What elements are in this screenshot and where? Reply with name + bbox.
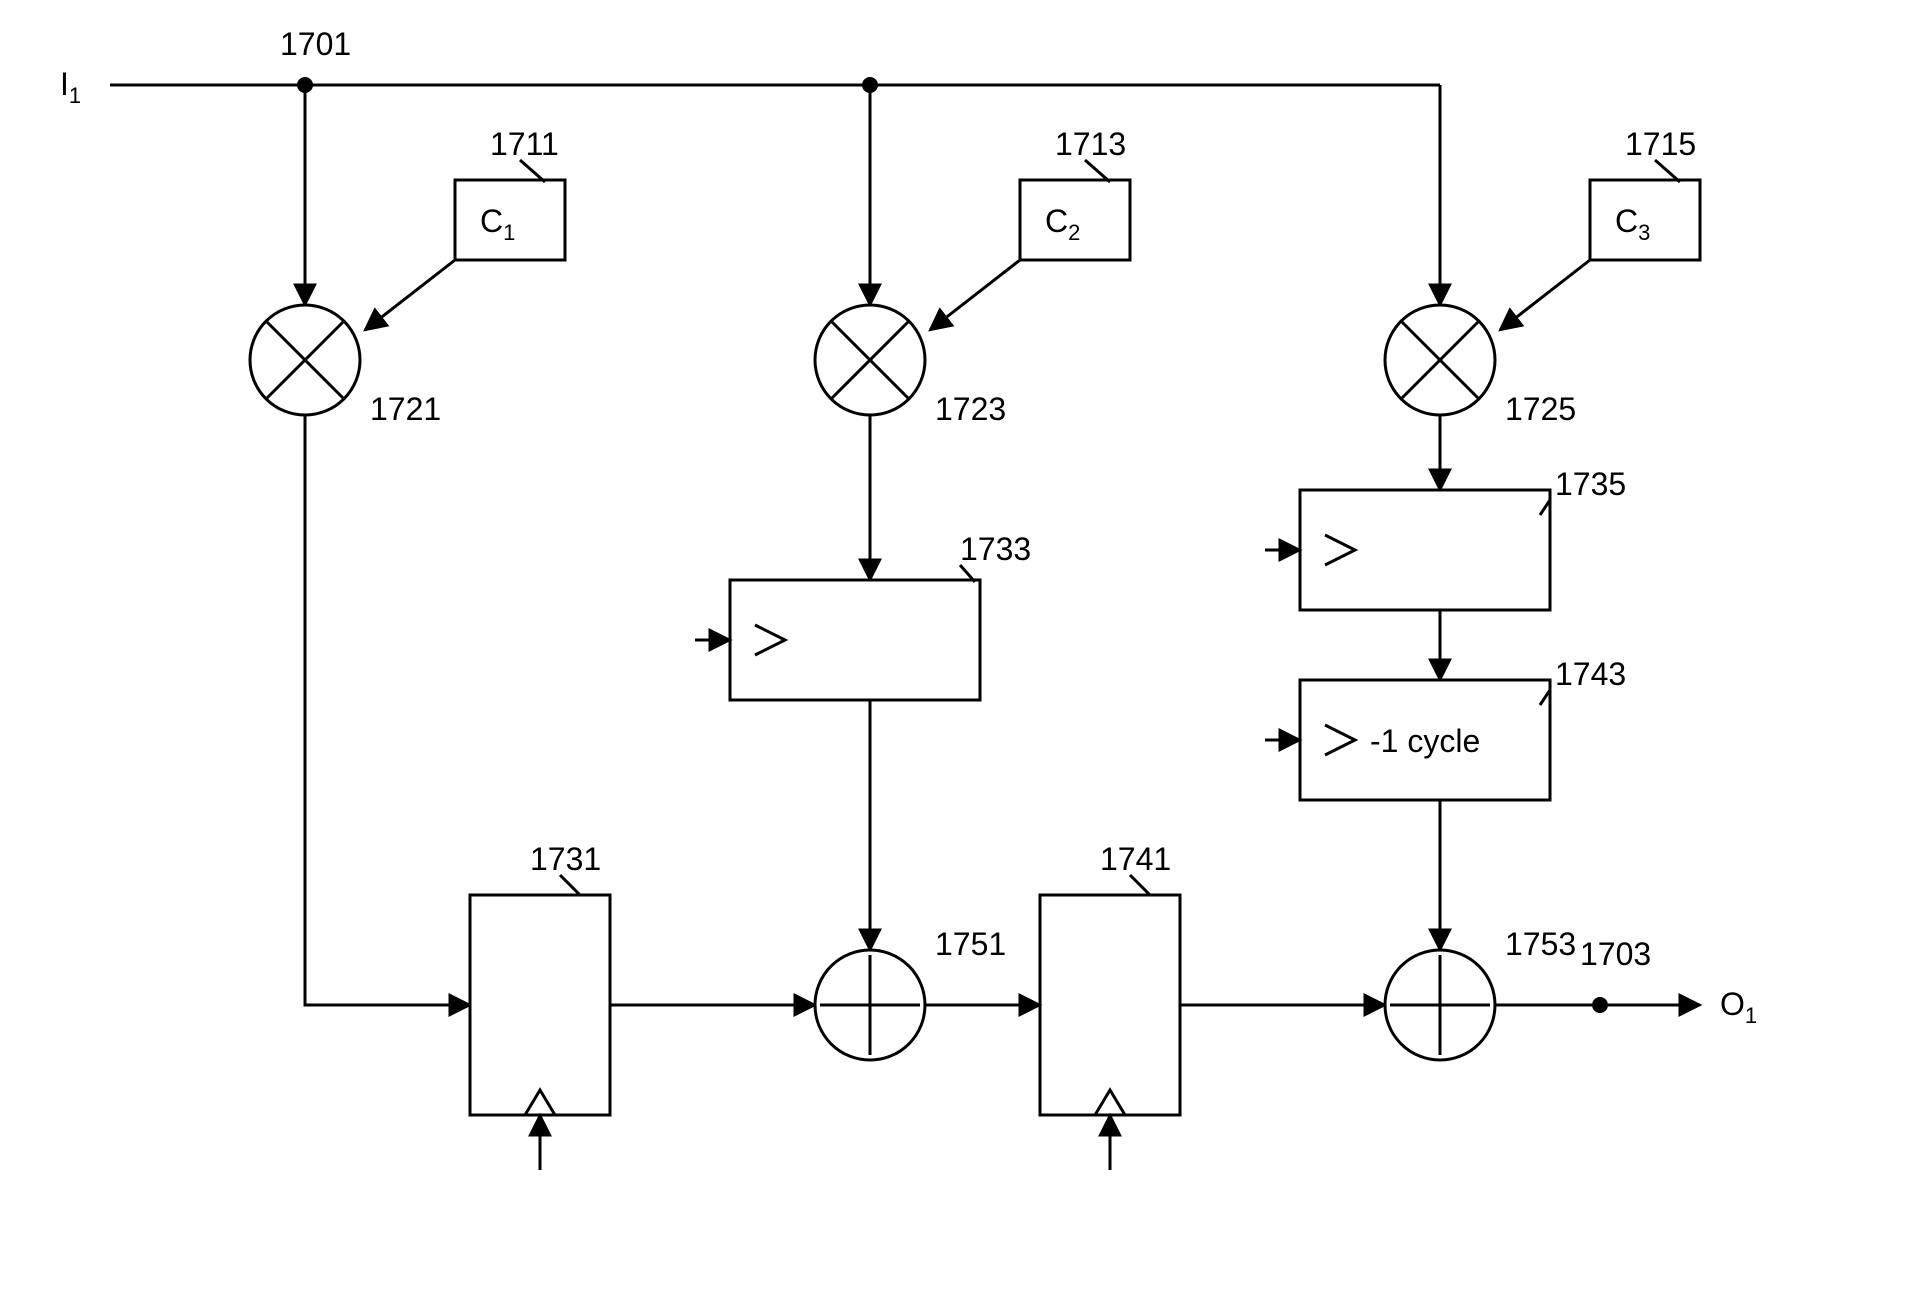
ref-1701: 1701: [280, 26, 351, 62]
adder-1753: [1385, 950, 1495, 1060]
ref-1741-tick: [1130, 875, 1150, 895]
coeff-c3-box: C3: [1590, 180, 1700, 260]
ref-1725: 1725: [1505, 391, 1576, 427]
ref-1731: 1731: [530, 841, 601, 877]
ref-1735: 1735: [1555, 466, 1626, 502]
ref-1703: 1703: [1580, 936, 1651, 972]
ref-1753: 1753: [1505, 926, 1576, 962]
ref-1715: 1715: [1625, 126, 1696, 162]
register-1731: [470, 895, 610, 1115]
c1-to-mult: [365, 260, 455, 330]
output-label: O1: [1720, 986, 1757, 1028]
cycle-label: -1 cycle: [1370, 723, 1480, 759]
ref-1711: 1711: [490, 126, 559, 162]
ref-1713: 1713: [1055, 126, 1126, 162]
c3-to-mult: [1500, 260, 1590, 330]
ref-1731-tick: [560, 875, 580, 895]
adder-1751: [815, 950, 925, 1060]
register-1733: [730, 580, 980, 700]
c2-to-mult: [930, 260, 1020, 330]
ref-1751: 1751: [935, 926, 1006, 962]
m1-to-reg1731: [305, 415, 470, 1005]
register-1735: [1300, 490, 1550, 610]
coeff-c1-box: C1: [455, 180, 565, 260]
ref-1743: 1743: [1555, 656, 1626, 692]
output-dot: [1592, 997, 1608, 1013]
ref-1733: 1733: [960, 531, 1031, 567]
register-1741: [1040, 895, 1180, 1115]
multiplier-1721: [250, 305, 360, 415]
register-1743: -1 cycle: [1300, 680, 1550, 800]
input-label: I1: [60, 66, 81, 108]
ref-1721: 1721: [370, 391, 441, 427]
ref-1741: 1741: [1100, 841, 1171, 877]
multiplier-1725: [1385, 305, 1495, 415]
multiplier-1723: [815, 305, 925, 415]
coeff-c2-box: C2: [1020, 180, 1130, 260]
ref-1723: 1723: [935, 391, 1006, 427]
